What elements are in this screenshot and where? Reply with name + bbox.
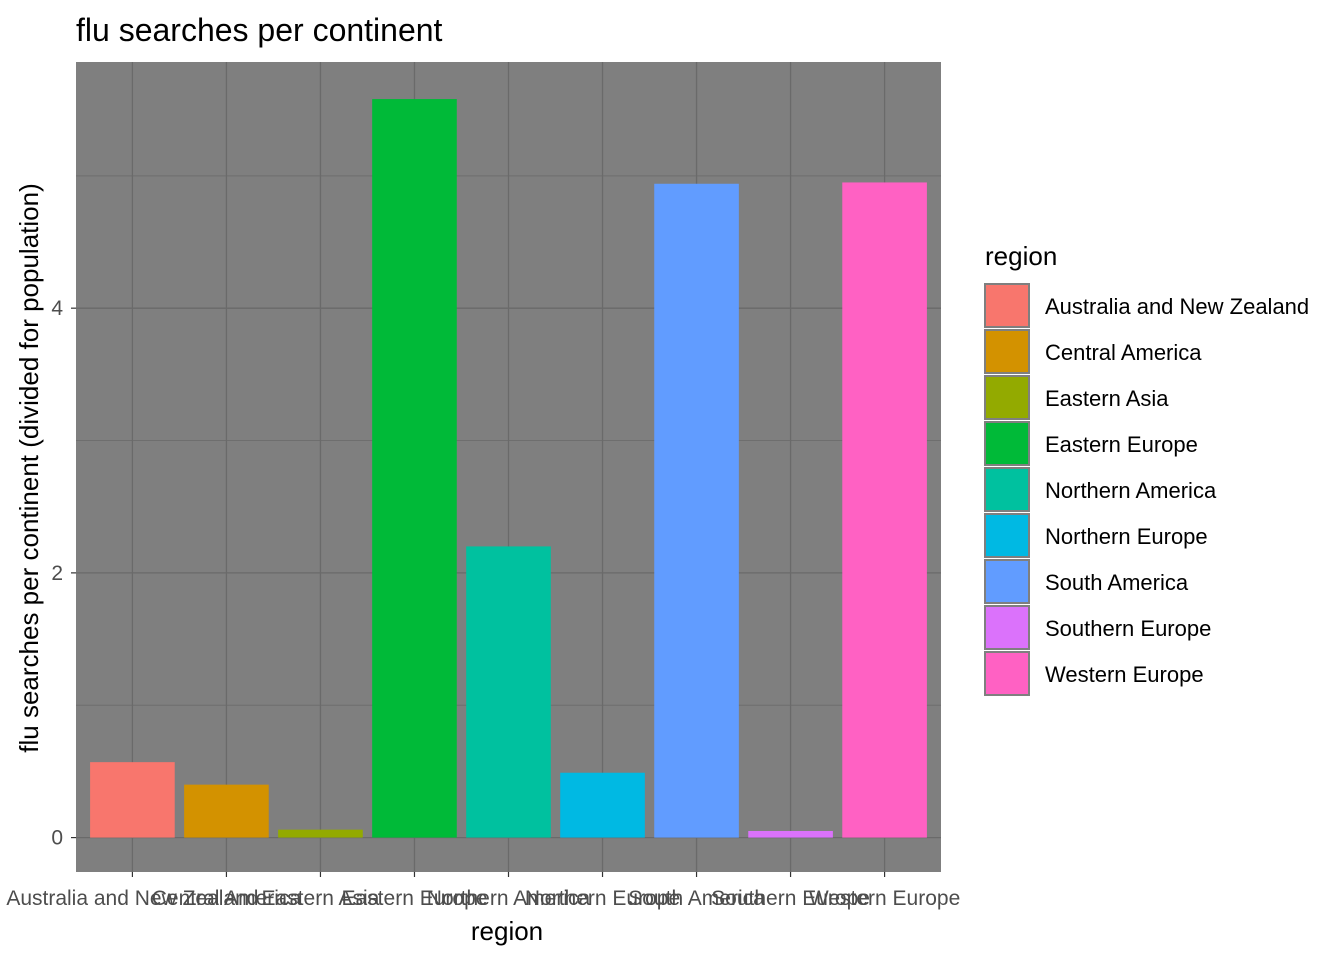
legend-label: Northern Europe [1045,524,1208,549]
legend-swatch [984,329,1030,374]
y-tick-label: 4 [51,297,63,320]
legend: region Australia and New Zealand Central … [984,241,1309,696]
legend-label: Eastern Asia [1045,386,1169,411]
x-axis-title: region [471,916,543,946]
legend-label: Eastern Europe [1045,432,1198,457]
bar [466,546,551,838]
bar [90,762,175,838]
legend-label: Australia and New Zealand [1045,294,1309,319]
legend-swatch [984,421,1030,466]
chart-title: flu searches per continent [76,12,443,48]
bar [184,784,269,838]
legend-label: Northern America [1045,478,1217,503]
y-axis-ticks: 0 2 4 [51,297,76,850]
legend-label: South America [1045,570,1189,595]
x-tick-label: Eastern Asia [262,887,380,910]
legend-label: Central America [1045,340,1202,365]
x-tick-label: Northern America [427,887,591,910]
legend-title: region [985,241,1057,271]
bar [654,183,739,838]
y-tick-label: 2 [51,562,63,585]
y-tick-label: 0 [51,827,63,850]
x-tick-label: South America [628,887,765,910]
bars [90,99,927,838]
bar [278,829,363,838]
legend-swatch [984,605,1030,650]
legend-label: Western Europe [1045,662,1204,687]
legend-swatch [984,283,1030,328]
x-tick-label: Central America [152,887,302,910]
bar [372,99,457,838]
bar [560,772,645,838]
bar [842,182,927,838]
legend-swatch [984,467,1030,512]
legend-swatch [984,559,1030,604]
x-tick-label: Australia and New Zealand [6,887,258,910]
bar [748,830,833,838]
legend-label: Southern Europe [1045,616,1211,641]
y-axis-title: flu searches per continent (divided for … [14,183,44,752]
legend-swatch [984,651,1030,696]
x-tick-label: Northern Europe [525,887,680,910]
x-tick-label: Southern Europe [711,887,870,910]
x-tick-label: Western Europe [809,887,960,910]
legend-swatch [984,375,1030,420]
legend-swatch [984,513,1030,558]
x-tick-label: Eastern Europe [342,887,488,910]
